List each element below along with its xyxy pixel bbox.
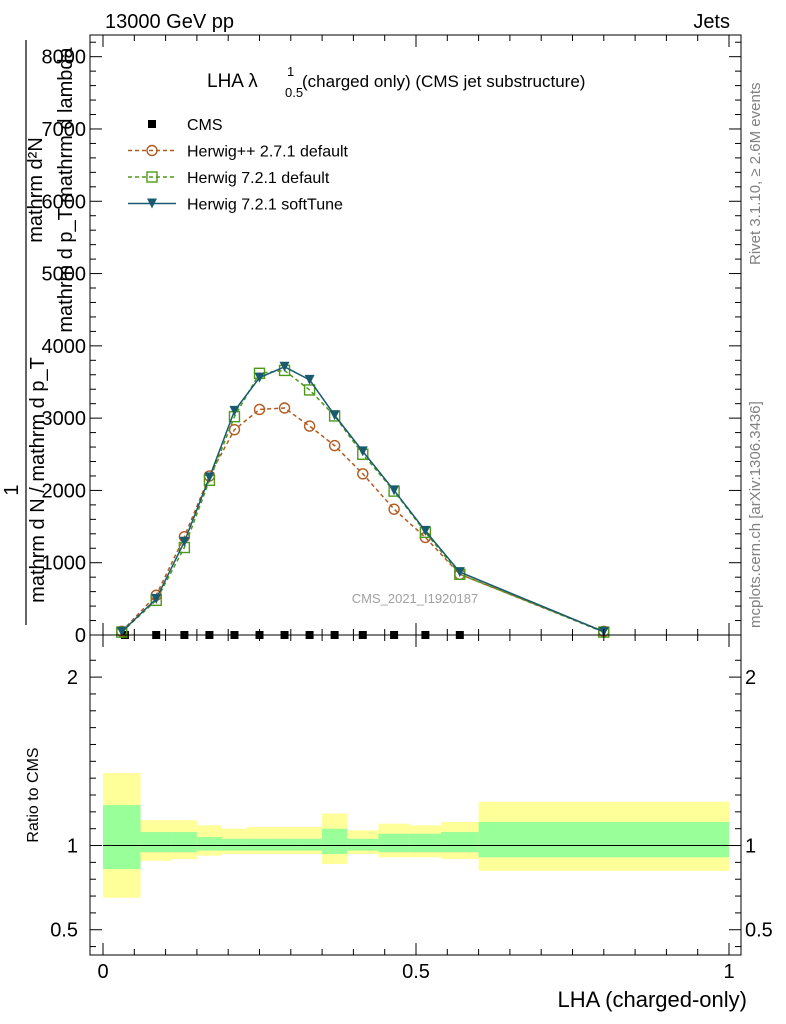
- data-point: [357, 468, 369, 480]
- y-tick-label: 7000: [42, 119, 87, 141]
- legend-label: CMS: [187, 117, 223, 134]
- x-tick-label: 1: [723, 961, 734, 983]
- data-point: [151, 593, 162, 604]
- y-label-frac-denominator: mathrm d N / mathrm d p_T: [27, 357, 49, 603]
- data-point: [253, 403, 266, 416]
- data-point: [420, 525, 431, 536]
- data-point: [179, 536, 190, 547]
- chart-title: LHA λ 1 0.5 (charged only) (CMS jet subs…: [207, 64, 585, 100]
- series-line: [121, 365, 605, 633]
- series-3: [116, 361, 609, 637]
- ratio-tick-label-left: 2: [67, 667, 78, 689]
- legend-marker: [146, 171, 158, 183]
- ratio-band-inner: [171, 832, 197, 853]
- ratio-plot-data: [103, 773, 729, 898]
- chart-title-subscript: 0.5: [285, 85, 303, 100]
- ratio-band-inner: [409, 833, 442, 853]
- ratio-band-inner: [196, 837, 222, 851]
- y-label-frac-one: 1: [1, 484, 23, 495]
- legend-marker: [146, 144, 158, 157]
- legend-entry: Herwig 7.2.1 default: [128, 170, 330, 187]
- ratio-band-inner: [347, 838, 379, 851]
- header-process: 13000 GeV pp: [105, 11, 234, 33]
- y-tick-label: 1000: [42, 553, 87, 575]
- data-point: [357, 446, 368, 457]
- ratio-band-inner: [322, 828, 348, 854]
- ratio-tick-label-right: 0.5: [745, 920, 773, 942]
- data-point: [116, 626, 127, 637]
- x-axis-label: LHA (charged-only): [557, 987, 747, 1012]
- ratio-tick-label-right: 1: [745, 836, 756, 858]
- data-point: [303, 420, 316, 432]
- y-axis-label: mathrm d²N mathrm d p_T mathrm d lambda …: [1, 40, 77, 625]
- legend-label: Herwig++ 2.7.1 default: [187, 144, 349, 161]
- legend-entry: Herwig 7.2.1 softTune: [128, 197, 343, 214]
- ratio-band-inner: [297, 838, 323, 851]
- legend-entry: CMS: [148, 117, 223, 134]
- ratio-band-inner: [221, 838, 247, 851]
- data-point: [329, 410, 340, 421]
- data-point: [303, 384, 316, 396]
- data-point: [304, 374, 315, 385]
- legend-label: Herwig 7.2.1 softTune: [187, 197, 343, 214]
- ratio-band-inner: [246, 838, 273, 851]
- analysis-watermark: CMS_2021_I1920187: [352, 591, 479, 606]
- data-point: [454, 567, 465, 578]
- rivet-version-label: Rivet 3.1.10, ≥ 2.6M events: [747, 83, 764, 266]
- x-tick-labels: 0 0.5 1: [97, 961, 734, 983]
- y-tick-label: 0: [75, 625, 86, 647]
- y-tick-label: 2000: [42, 480, 87, 502]
- ratio-plot: 0.5 0.5 1 1 2 2: [50, 634, 773, 956]
- chart-title-superscript: 1: [287, 64, 294, 79]
- data-point: [229, 405, 240, 416]
- legend-marker: [148, 120, 156, 128]
- legend-entry: Herwig++ 2.7.1 default: [128, 144, 349, 161]
- y-label-numerator: mathrm d²N: [25, 137, 47, 243]
- legend-label: Herwig 7.2.1 default: [187, 170, 330, 187]
- legend: CMS Herwig++ 2.7.1 default Herwig 7.2.1 de…: [128, 117, 349, 214]
- ratio-band-inner: [441, 832, 479, 853]
- y-tick-label: 5000: [42, 264, 87, 286]
- ratio-band-inner: [378, 833, 410, 853]
- ratio-band-inner: [478, 821, 729, 858]
- chart-title-main: LHA λ: [207, 71, 258, 92]
- main-axis-ticks: 0 1000 2000 3000 4000 5000 6000 7000 8000: [42, 35, 741, 647]
- header-category: Jets: [693, 11, 730, 33]
- x-tick-label: 0.5: [402, 961, 430, 983]
- data-point: [328, 439, 341, 452]
- y-tick-label: 8000: [42, 47, 87, 69]
- ratio-band-inner: [140, 832, 172, 853]
- data-point: [388, 503, 400, 515]
- y-label-denominator: mathrm d p_T mathrm d lambda: [55, 46, 77, 332]
- data-point: [279, 361, 290, 372]
- ratio-tick-label-right: 2: [745, 667, 756, 689]
- ratio-tick-label-left: 0.5: [50, 920, 78, 942]
- chart-title-rest: (charged only) (CMS jet substructure): [302, 72, 585, 91]
- x-tick-label: 0: [97, 961, 108, 983]
- data-point: [389, 485, 400, 496]
- ratio-band-inner: [103, 805, 141, 870]
- ratio-y-label: Ratio to CMS: [25, 747, 42, 842]
- ratio-tick-label-left: 1: [67, 836, 78, 858]
- ratio-band-inner: [272, 838, 298, 851]
- data-point: [254, 372, 265, 383]
- y-tick-label: 3000: [42, 408, 87, 430]
- legend-marker: [147, 198, 157, 209]
- mcplots-label: mcplots.cern.ch [arXiv:1306.3436]: [747, 401, 764, 628]
- data-point: [278, 402, 291, 414]
- y-tick-label: 6000: [42, 191, 87, 213]
- y-tick-label: 4000: [42, 336, 87, 358]
- ratio-axis-ticks: 0.5 0.5 1 1 2 2: [50, 635, 773, 955]
- data-point: [204, 472, 215, 483]
- series-line: [121, 369, 605, 633]
